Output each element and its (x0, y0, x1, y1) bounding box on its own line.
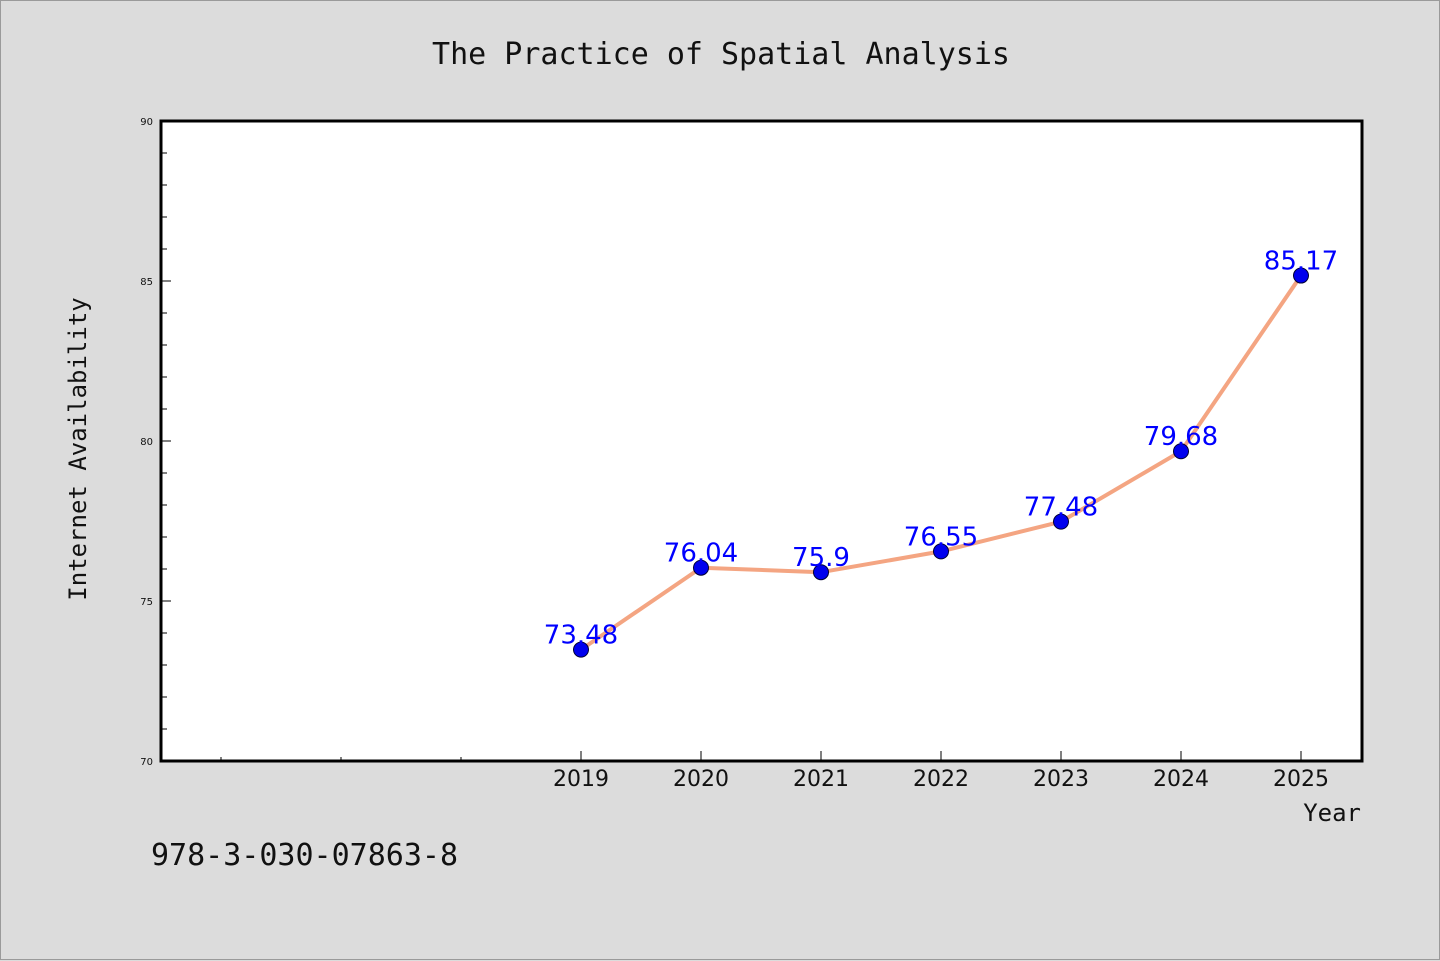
series-line-group (573, 267, 1309, 658)
data-label: 76.55 (904, 522, 978, 552)
y-tick-label: 75 (140, 597, 153, 608)
data-label: 79.68 (1144, 422, 1218, 452)
data-label: 75.9 (792, 543, 850, 573)
y-axis-label: Internet Availability (64, 297, 92, 600)
x-tick-label: 2019 (553, 767, 609, 792)
x-tick-label: 2025 (1273, 767, 1329, 792)
y-tick-label: 85 (140, 277, 153, 288)
x-tick-label: 2020 (673, 767, 729, 792)
data-point-marker (1293, 267, 1309, 284)
y-tick-label: 80 (140, 437, 153, 448)
isbn-footnote: 978-3-030-07863-8 (151, 838, 458, 873)
y-tick-label: 90 (140, 117, 153, 128)
data-point-marker (933, 543, 949, 560)
data-point-marker (1173, 443, 1189, 460)
x-tick-label: 2022 (913, 767, 969, 792)
chart-title: The Practice of Spatial Analysis (432, 37, 1010, 72)
x-axis-label: Year (1303, 799, 1361, 827)
data-point-marker (813, 564, 829, 581)
data-label: 77.48 (1024, 493, 1098, 523)
x-tick-label: 2021 (793, 767, 849, 792)
data-label: 85.17 (1264, 247, 1338, 277)
plot-area (159, 119, 1364, 763)
data-label: 73.48 (544, 621, 618, 651)
data-label: 76.04 (664, 539, 738, 569)
data-point-marker (1053, 513, 1069, 530)
data-label-group: 73.48 76.04 75.9 76.55 77.48 79.68 85.17 (544, 247, 1338, 651)
y-axis: 70 75 80 85 90 (140, 117, 171, 768)
data-point-marker (573, 641, 589, 658)
y-tick-label: 70 (140, 757, 153, 768)
x-tick-label: 2024 (1153, 767, 1209, 792)
data-point-marker (693, 559, 709, 576)
x-axis: 2019 2020 2021 2022 2023 2024 2025 (220, 751, 1329, 792)
x-tick-label: 2023 (1033, 767, 1089, 792)
